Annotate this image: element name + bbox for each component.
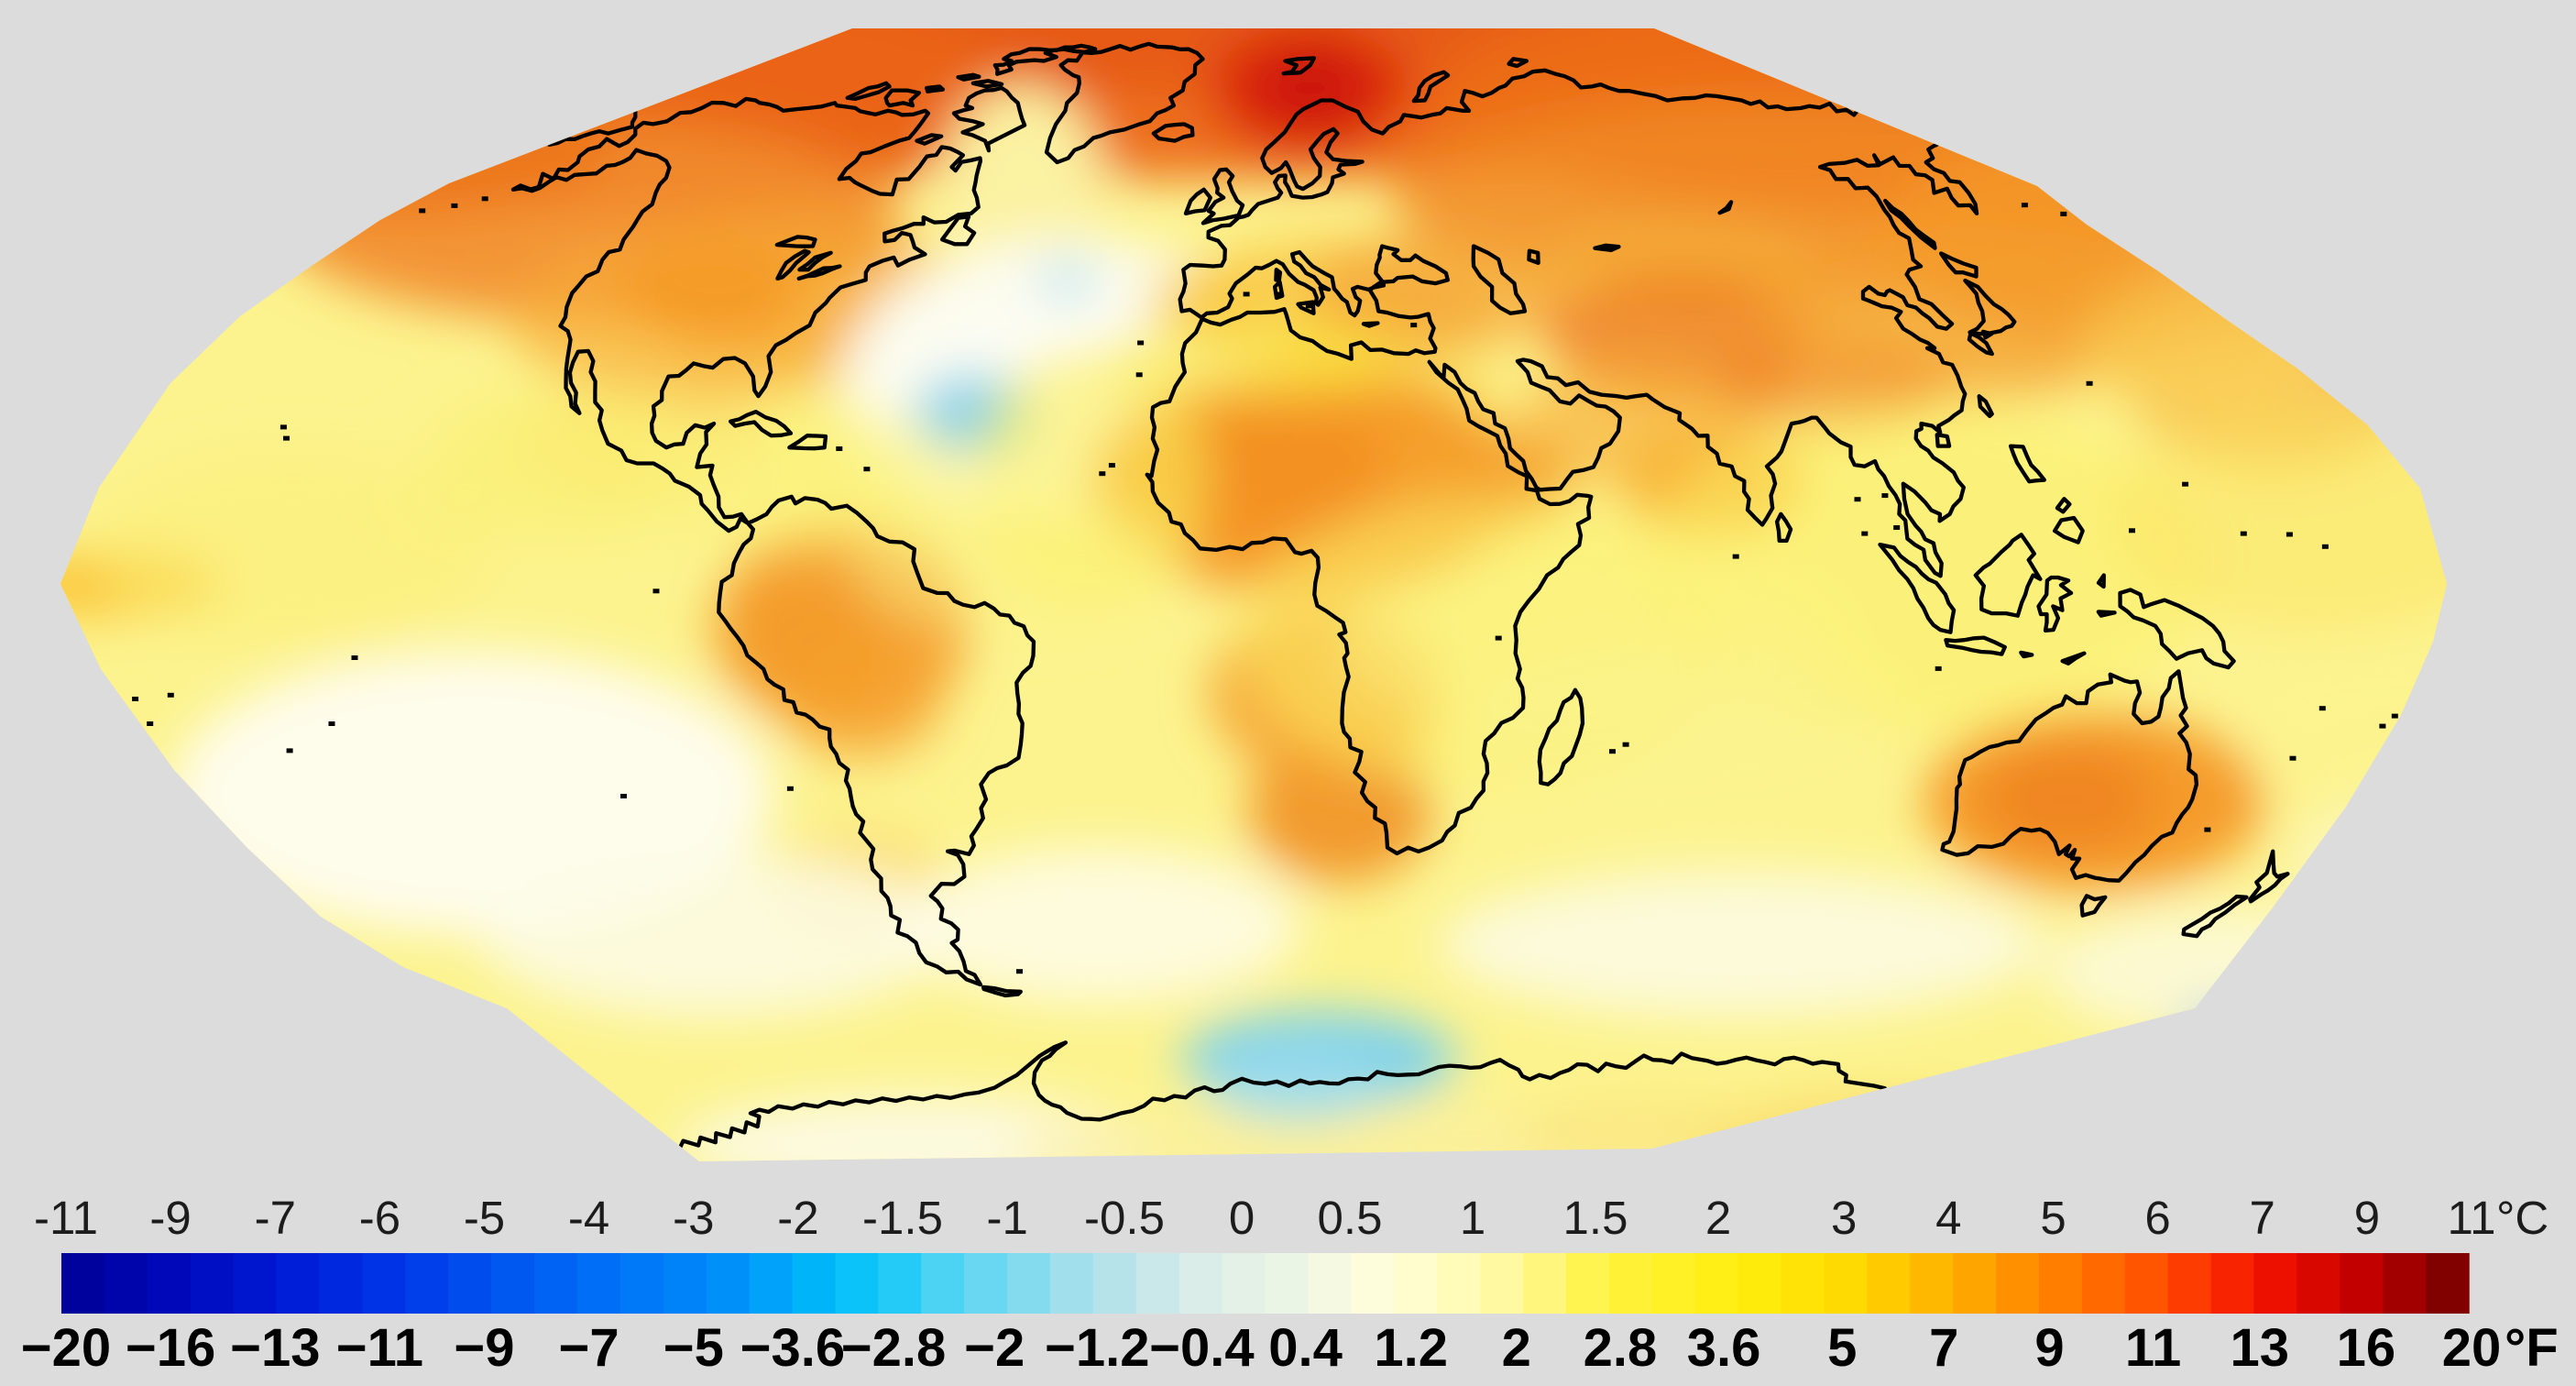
svg-text:°F: °F bbox=[2505, 1318, 2559, 1378]
svg-text:5: 5 bbox=[2040, 1192, 2066, 1244]
svg-text:−2: −2 bbox=[964, 1318, 1025, 1378]
svg-text:−1.2: −1.2 bbox=[1045, 1318, 1150, 1378]
svg-text:2: 2 bbox=[1705, 1192, 1731, 1244]
svg-text:−5: −5 bbox=[663, 1318, 724, 1378]
svg-text:13: 13 bbox=[2230, 1318, 2289, 1378]
svg-text:2.8: 2.8 bbox=[1584, 1318, 1658, 1378]
svg-text:5: 5 bbox=[1827, 1318, 1857, 1378]
svg-text:−2.8: −2.8 bbox=[841, 1318, 947, 1378]
svg-text:−3.6: −3.6 bbox=[740, 1318, 846, 1378]
svg-text:9: 9 bbox=[2354, 1192, 2380, 1244]
svg-text:0.4: 0.4 bbox=[1268, 1318, 1343, 1378]
svg-text:3: 3 bbox=[1831, 1192, 1857, 1244]
svg-text:11: 11 bbox=[2448, 1192, 2496, 1244]
svg-text:-5: -5 bbox=[464, 1192, 505, 1244]
svg-text:-4: -4 bbox=[568, 1192, 609, 1244]
svg-text:-7: -7 bbox=[255, 1192, 296, 1244]
svg-text:-3: -3 bbox=[673, 1192, 714, 1244]
svg-text:-1.5: -1.5 bbox=[862, 1192, 943, 1244]
svg-text:−20: −20 bbox=[21, 1318, 111, 1378]
svg-text:4: 4 bbox=[1935, 1192, 1961, 1244]
svg-text:6: 6 bbox=[2144, 1192, 2170, 1244]
svg-text:−7: −7 bbox=[559, 1318, 619, 1378]
svg-text:−16: −16 bbox=[126, 1318, 215, 1378]
svg-text:-9: -9 bbox=[149, 1192, 191, 1244]
svg-text:20: 20 bbox=[2442, 1318, 2502, 1378]
svg-text:7: 7 bbox=[2250, 1192, 2275, 1244]
svg-text:-2: -2 bbox=[777, 1192, 818, 1244]
svg-text:1.2: 1.2 bbox=[1374, 1318, 1448, 1378]
svg-text:9: 9 bbox=[2034, 1318, 2064, 1378]
svg-text:−0.4: −0.4 bbox=[1149, 1318, 1255, 1378]
svg-text:2: 2 bbox=[1502, 1318, 1531, 1378]
svg-text:0: 0 bbox=[1229, 1192, 1255, 1244]
svg-text:−13: −13 bbox=[230, 1318, 320, 1378]
svg-text:-11: -11 bbox=[34, 1192, 98, 1244]
svg-text:°C: °C bbox=[2496, 1192, 2549, 1244]
svg-text:-6: -6 bbox=[359, 1192, 400, 1244]
svg-text:7: 7 bbox=[1929, 1318, 1958, 1378]
svg-text:−11: −11 bbox=[336, 1318, 423, 1378]
svg-text:-1: -1 bbox=[987, 1192, 1028, 1244]
svg-text:1.5: 1.5 bbox=[1563, 1192, 1628, 1244]
svg-text:3.6: 3.6 bbox=[1687, 1318, 1761, 1378]
svg-text:0.5: 0.5 bbox=[1318, 1192, 1383, 1244]
svg-text:1: 1 bbox=[1460, 1192, 1485, 1244]
svg-text:-0.5: -0.5 bbox=[1084, 1192, 1165, 1244]
svg-text:−9: −9 bbox=[454, 1318, 514, 1378]
svg-text:11: 11 bbox=[2125, 1318, 2181, 1378]
svg-text:16: 16 bbox=[2337, 1318, 2396, 1378]
